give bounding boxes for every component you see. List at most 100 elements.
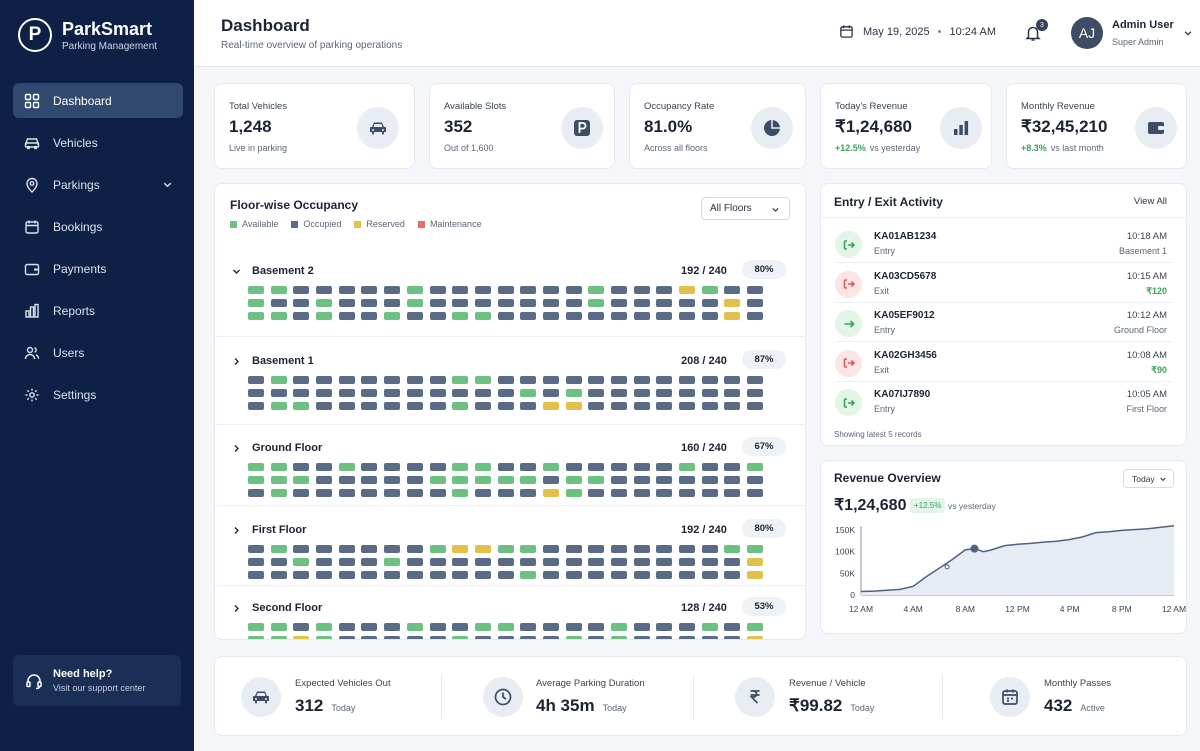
parking-slot[interactable] <box>384 476 401 484</box>
floor-toggle[interactable]: Basement 1 <box>232 355 314 367</box>
parking-slot[interactable] <box>384 376 401 384</box>
parking-slot[interactable] <box>452 402 469 410</box>
parking-slot[interactable] <box>452 558 469 566</box>
parking-slot[interactable] <box>520 376 537 384</box>
parking-slot[interactable] <box>452 636 469 639</box>
parking-slot[interactable] <box>656 476 673 484</box>
parking-slot[interactable] <box>429 389 446 397</box>
parking-slot[interactable] <box>656 489 673 497</box>
parking-slot[interactable] <box>565 389 582 397</box>
sidebar-item-settings[interactable]: Settings <box>13 377 183 412</box>
parking-slot[interactable] <box>633 299 650 307</box>
parking-slot[interactable] <box>248 312 264 320</box>
parking-slot[interactable] <box>679 558 696 566</box>
parking-slot[interactable] <box>474 571 491 579</box>
chevron-right-icon[interactable] <box>232 526 241 535</box>
parking-slot[interactable] <box>497 489 514 497</box>
parking-slot[interactable] <box>724 636 741 639</box>
parking-slot[interactable] <box>248 571 264 579</box>
parking-slot[interactable] <box>429 571 446 579</box>
parking-slot[interactable] <box>316 623 333 631</box>
parking-slot[interactable] <box>338 623 355 631</box>
parking-slot[interactable] <box>520 476 537 484</box>
parking-slot[interactable] <box>452 312 469 320</box>
parking-slot[interactable] <box>293 286 310 294</box>
parking-slot[interactable] <box>611 402 627 410</box>
parking-slot[interactable] <box>633 571 650 579</box>
parking-slot[interactable] <box>406 558 423 566</box>
parking-slot[interactable] <box>747 389 764 397</box>
parking-slot[interactable] <box>270 389 287 397</box>
parking-slot[interactable] <box>406 571 423 579</box>
parking-slot[interactable] <box>679 312 696 320</box>
revenue-filter-select[interactable]: Today <box>1123 469 1174 488</box>
parking-slot[interactable] <box>248 558 264 566</box>
parking-slot[interactable] <box>429 558 446 566</box>
parking-slot[interactable] <box>316 558 333 566</box>
parking-slot[interactable] <box>611 299 627 307</box>
parking-slot[interactable] <box>293 636 310 639</box>
floor-filter-select[interactable]: All Floors <box>701 197 790 220</box>
parking-slot[interactable] <box>452 389 469 397</box>
parking-slot[interactable] <box>452 299 469 307</box>
parking-slot[interactable] <box>384 558 401 566</box>
parking-slot[interactable] <box>747 402 764 410</box>
parking-slot[interactable] <box>565 463 582 471</box>
parking-slot[interactable] <box>270 558 287 566</box>
sidebar-item-reports[interactable]: Reports <box>13 293 183 328</box>
parking-slot[interactable] <box>520 545 537 553</box>
floor-toggle[interactable]: Ground Floor <box>232 442 322 454</box>
avatar[interactable]: AJ <box>1071 17 1103 49</box>
parking-slot[interactable] <box>611 571 627 579</box>
parking-slot[interactable] <box>542 489 559 497</box>
parking-slot[interactable] <box>316 376 333 384</box>
parking-slot[interactable] <box>270 623 287 631</box>
parking-slot[interactable] <box>588 489 605 497</box>
parking-slot[interactable] <box>611 463 627 471</box>
parking-slot[interactable] <box>656 402 673 410</box>
parking-slot[interactable] <box>633 312 650 320</box>
parking-slot[interactable] <box>611 489 627 497</box>
parking-slot[interactable] <box>747 312 764 320</box>
parking-slot[interactable] <box>384 312 401 320</box>
chevron-right-icon[interactable] <box>232 604 241 613</box>
parking-slot[interactable] <box>406 376 423 384</box>
parking-slot[interactable] <box>293 623 310 631</box>
parking-slot[interactable] <box>520 623 537 631</box>
parking-slot[interactable] <box>248 623 264 631</box>
parking-slot[interactable] <box>633 545 650 553</box>
parking-slot[interactable] <box>588 476 605 484</box>
parking-slot[interactable] <box>270 299 287 307</box>
parking-slot[interactable] <box>747 558 764 566</box>
parking-slot[interactable] <box>293 489 310 497</box>
parking-slot[interactable] <box>542 463 559 471</box>
parking-slot[interactable] <box>497 376 514 384</box>
parking-slot[interactable] <box>474 463 491 471</box>
parking-slot[interactable] <box>474 286 491 294</box>
parking-slot[interactable] <box>679 376 696 384</box>
parking-slot[interactable] <box>452 489 469 497</box>
parking-slot[interactable] <box>406 402 423 410</box>
activity-row[interactable]: KA03CD5678 Exit 10:15 AM ₹120 <box>821 265 1187 305</box>
parking-slot[interactable] <box>611 286 627 294</box>
parking-slot[interactable] <box>542 476 559 484</box>
parking-slot[interactable] <box>633 402 650 410</box>
activity-row[interactable]: KA01AB1234 Entry 10:18 AM Basement 1 <box>821 225 1187 265</box>
parking-slot[interactable] <box>361 402 378 410</box>
parking-slot[interactable] <box>406 489 423 497</box>
parking-slot[interactable] <box>338 402 355 410</box>
parking-slot[interactable] <box>656 312 673 320</box>
parking-slot[interactable] <box>701 299 718 307</box>
parking-slot[interactable] <box>270 286 287 294</box>
parking-slot[interactable] <box>248 389 264 397</box>
parking-slot[interactable] <box>656 299 673 307</box>
parking-slot[interactable] <box>633 376 650 384</box>
parking-slot[interactable] <box>701 623 718 631</box>
parking-slot[interactable] <box>429 312 446 320</box>
parking-slot[interactable] <box>361 489 378 497</box>
parking-slot[interactable] <box>724 489 741 497</box>
parking-slot[interactable] <box>474 402 491 410</box>
parking-slot[interactable] <box>565 376 582 384</box>
parking-slot[interactable] <box>497 402 514 410</box>
sidebar-item-bookings[interactable]: Bookings <box>13 209 183 244</box>
